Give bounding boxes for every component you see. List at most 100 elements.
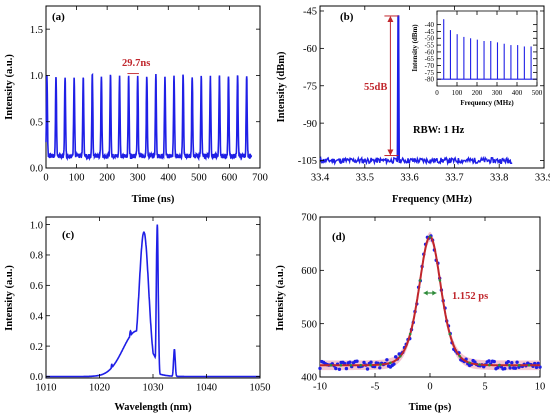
x-tick-label: 600: [222, 173, 238, 184]
panel-a-data: [45, 72, 253, 162]
fit-marker: [517, 364, 521, 367]
y-tick-label: -65: [425, 55, 435, 63]
x-tick-label: 100: [452, 89, 463, 97]
fit-marker: [389, 361, 392, 365]
y-tick-label: 0.0: [30, 372, 43, 383]
panel-c-xlabel: Wavelength (nm): [114, 402, 192, 413]
rbw-annotation: RBW: 1 Hz: [413, 125, 465, 136]
fit-marker: [408, 332, 412, 336]
x-tick-label: 10: [535, 382, 546, 393]
y-tick-label: -75: [425, 69, 435, 77]
y-tick-label: -80: [425, 76, 435, 84]
panel-b-data: [319, 15, 513, 166]
measured-point: [534, 365, 539, 370]
y-tick-label: 0.6: [30, 281, 43, 292]
inset-xlabel: Frequency (MHz): [460, 99, 514, 107]
y-tick-label: 700: [301, 213, 317, 224]
y-tick-label: -45: [425, 28, 435, 36]
y-tick-label: 600: [301, 266, 317, 277]
panel-d: -10 -5 0 5 10 400 500 600 700 (d) 1.152 ps Time …: [275, 213, 545, 413]
y-tick-label: -50: [425, 35, 435, 43]
x-tick-label: 33.4: [311, 173, 330, 184]
panel-a: 0 100 200 300 400 500 600 700 0.0 0.5 1.0 1.5 (a) 2…: [4, 5, 268, 205]
fit-marker: [448, 332, 452, 336]
panel-c-data: [46, 224, 260, 378]
x-tick-label: 0: [43, 173, 48, 184]
x-tick-label: 33.7: [445, 173, 463, 184]
x-tick-label: 500: [191, 173, 207, 184]
inset-data: [437, 19, 537, 80]
panel-c-ticks: 1010 1020 1030 1040 1050 0.0 0.2 0.4 0.6 0.8 1.0: [30, 217, 271, 394]
panel-d-label: (d): [332, 231, 346, 243]
panel-b-ticks: 33.4 33.5 33.6 33.7 33.8 33.9 -45 -60 -75 -90 -105: [298, 6, 550, 184]
y-tick-label: -90: [303, 119, 317, 130]
fit-marker: [507, 364, 511, 367]
snr-annotation: 55dB: [364, 82, 387, 93]
optical-spectrum-series: [46, 224, 260, 378]
fit-marker: [478, 363, 481, 366]
y-tick-label: -70: [425, 62, 435, 70]
snr-arrow-head-top: [387, 15, 394, 22]
y-tick-label: 400: [301, 373, 317, 384]
x-tick-label: 1030: [143, 383, 164, 394]
x-tick-label: 1050: [250, 383, 271, 394]
x-tick-label: 1040: [196, 383, 217, 394]
inset-frame: [436, 10, 538, 87]
x-tick-label: 0: [427, 382, 432, 393]
fit-marker: [339, 364, 343, 367]
fit-marker: [458, 354, 462, 358]
measured-point: [513, 366, 518, 370]
measured-point: [334, 366, 338, 371]
panel-d-data: [318, 231, 542, 371]
measured-point: [492, 359, 496, 364]
panel-a-ticks: 0 100 200 300 400 500 600 700 0.0 0.5 1.0 1.5: [30, 6, 268, 184]
snr-arrow-head-bottom: [387, 149, 394, 156]
measured-point: [344, 366, 349, 371]
y-tick-label: 0.5: [30, 117, 43, 128]
panel-a-label: (a): [52, 11, 65, 23]
fit-marker: [527, 364, 531, 367]
y-tick-label: -60: [425, 48, 435, 56]
x-tick-label: 300: [492, 89, 503, 97]
fit-marker: [359, 363, 363, 367]
panel-b: 33.4 33.5 33.6 33.7 33.8 33.9 -45 -60 -75 -90 -105…: [276, 5, 550, 205]
x-tick-label: 0: [435, 89, 439, 97]
y-tick-label: 1.5: [30, 25, 43, 36]
y-tick-label: 0.2: [30, 342, 43, 353]
panel-c-ylabel: Intensity (a.u.): [4, 265, 15, 331]
measured-point: [355, 359, 359, 363]
x-tick-label: 400: [512, 89, 523, 97]
measured-point: [392, 362, 396, 366]
pulse-train-series: [45, 72, 253, 162]
fit-marker: [369, 363, 372, 367]
fit-marker: [468, 361, 471, 365]
measured-point: [487, 359, 491, 363]
y-tick-label: 0.0: [30, 164, 43, 175]
y-tick-label: -40: [425, 21, 435, 29]
fwhm-arrow-head-left: [423, 290, 428, 296]
panel-d-ticks: -10 -5 0 5 10 400 500 600 700: [301, 213, 545, 393]
x-tick-label: 200: [99, 173, 115, 184]
x-tick-label: 100: [69, 173, 85, 184]
x-tick-label: -5: [371, 382, 380, 393]
x-tick-label: 1010: [36, 383, 57, 394]
fit-marker: [428, 235, 432, 238]
x-tick-label: 5: [482, 382, 487, 393]
fit-marker: [488, 363, 491, 367]
panel-c: 1010 1020 1030 1040 1050 0.0 0.2 0.4 0.6 0.8 1.0 (…: [4, 216, 271, 413]
measured-point: [506, 360, 510, 364]
x-tick-label: 200: [472, 89, 483, 97]
y-tick-label: 0.4: [30, 311, 44, 322]
x-tick-label: 33.9: [535, 173, 550, 184]
fit-marker: [498, 363, 501, 367]
measured-point: [378, 366, 382, 370]
rf-spectrum-series: [319, 15, 513, 166]
period-annotation: 29.7ns: [122, 58, 150, 69]
x-tick-label: -10: [313, 382, 327, 393]
measured-point: [369, 360, 373, 364]
panel-a-xlabel: Time (ns): [132, 194, 175, 205]
y-tick-label: -105: [298, 156, 317, 167]
x-tick-label: 300: [130, 173, 146, 184]
fwhm-arrow-head-right: [432, 290, 437, 296]
